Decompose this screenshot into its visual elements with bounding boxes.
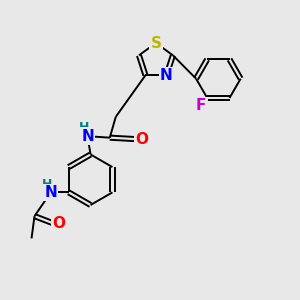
Text: H: H [79, 122, 89, 134]
Text: N: N [44, 185, 57, 200]
Text: N: N [160, 68, 173, 83]
Text: O: O [135, 132, 148, 147]
Text: F: F [196, 98, 206, 113]
Text: S: S [150, 35, 161, 50]
Text: N: N [81, 129, 94, 144]
Text: O: O [53, 216, 66, 231]
Text: H: H [42, 178, 52, 190]
